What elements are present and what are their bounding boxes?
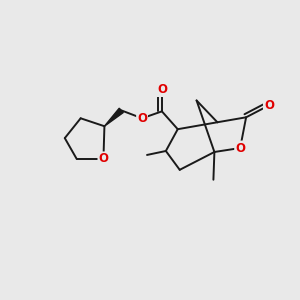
Text: O: O xyxy=(98,152,108,165)
Text: O: O xyxy=(137,112,147,125)
Polygon shape xyxy=(104,108,123,126)
Text: O: O xyxy=(157,83,167,96)
Text: O: O xyxy=(264,99,274,112)
Text: O: O xyxy=(235,142,245,154)
